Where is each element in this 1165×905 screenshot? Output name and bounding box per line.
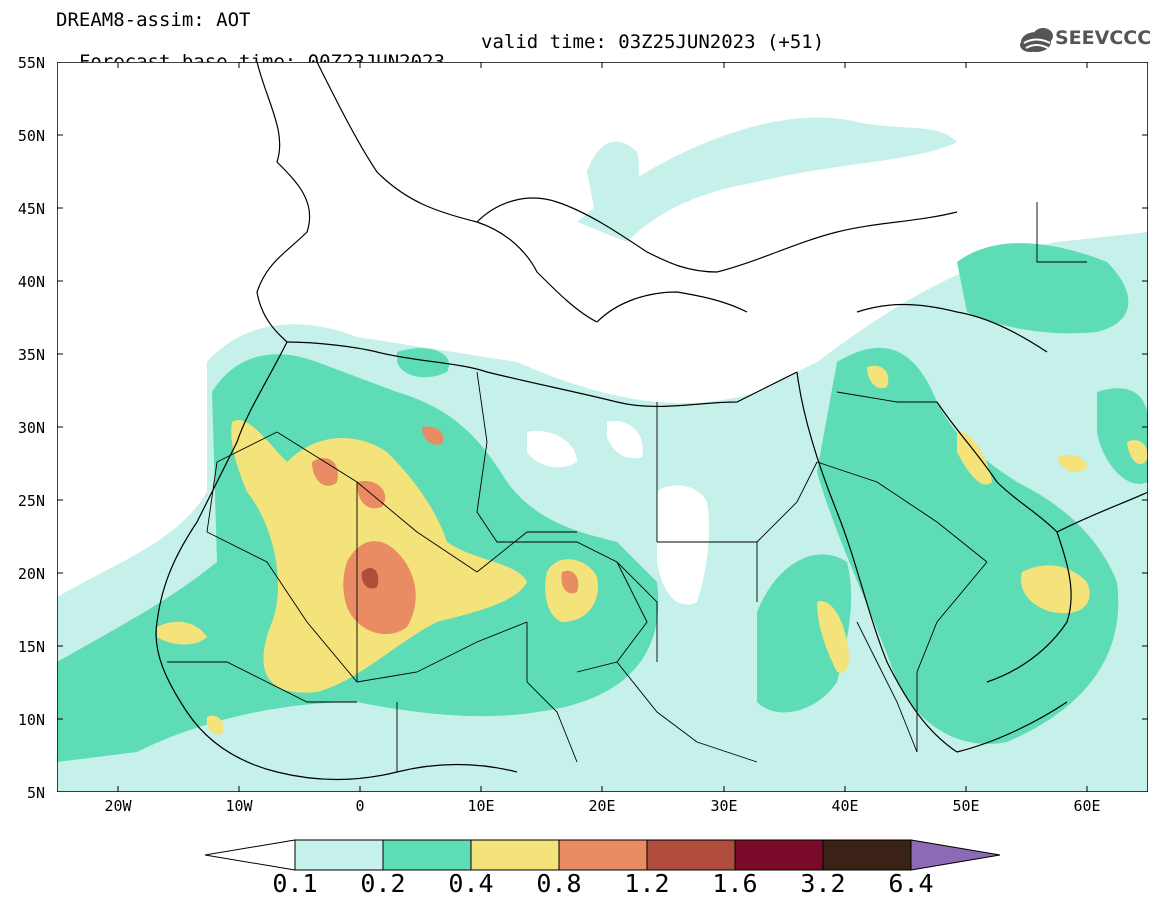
colorbar — [205, 839, 1001, 871]
axis-ticks — [57, 62, 1148, 792]
colorbar-above-arrow — [910, 839, 1001, 871]
colorbar-label: 6.4 — [888, 869, 934, 898]
lat-label: 20N — [17, 565, 45, 583]
colorbar-label: 0.8 — [536, 869, 582, 898]
colorbar-bin — [382, 839, 472, 871]
lon-label: 40E — [831, 797, 859, 815]
aot-field-extreme — [361, 567, 379, 589]
aot-map — [57, 62, 1148, 792]
lon-label: 20E — [588, 797, 616, 815]
lat-label: 55N — [17, 54, 45, 72]
map-title: DREAM8-assim: AOT — [56, 9, 251, 31]
colorbar-bin — [822, 839, 912, 871]
country-borders — [167, 202, 1087, 772]
lon-label: 50E — [952, 797, 980, 815]
colorbar-below-arrow — [205, 839, 296, 871]
lat-label: 45N — [17, 200, 45, 218]
cloud-logo-icon — [1020, 28, 1053, 52]
colorbar-bin — [470, 839, 560, 871]
lon-label: 30E — [710, 797, 738, 815]
colorbar-label: 3.2 — [800, 869, 846, 898]
colorbar-label: 0.2 — [360, 869, 406, 898]
lat-label: 30N — [17, 419, 45, 437]
lon-label: 20W — [104, 797, 132, 815]
colorbar-label: 1.6 — [712, 869, 758, 898]
colorbar-label: 1.2 — [624, 869, 670, 898]
lat-label: 40N — [17, 273, 45, 291]
colorbar-bin — [558, 839, 648, 871]
logo-text: SEEVCCC — [1055, 27, 1152, 49]
lat-label: 10N — [17, 711, 45, 729]
colorbar-bin — [294, 839, 384, 871]
lat-label: 5N — [26, 784, 45, 802]
colorbar-bin — [646, 839, 736, 871]
lat-label: 15N — [17, 638, 45, 656]
colorbar-label: 0.1 — [272, 869, 318, 898]
lat-label: 35N — [17, 346, 45, 364]
lat-label: 25N — [17, 492, 45, 510]
lon-label: 10W — [225, 797, 253, 815]
lat-label: 50N — [17, 127, 45, 145]
lon-label: 60E — [1073, 797, 1101, 815]
coastlines — [155, 62, 1148, 781]
valid-time-label: valid time: 03Z25JUN2023 (+51) — [481, 31, 825, 53]
lon-label: 0 — [355, 797, 365, 815]
lon-label: 10E — [467, 797, 495, 815]
colorbar-label: 0.4 — [448, 869, 494, 898]
colorbar-bin — [734, 839, 824, 871]
